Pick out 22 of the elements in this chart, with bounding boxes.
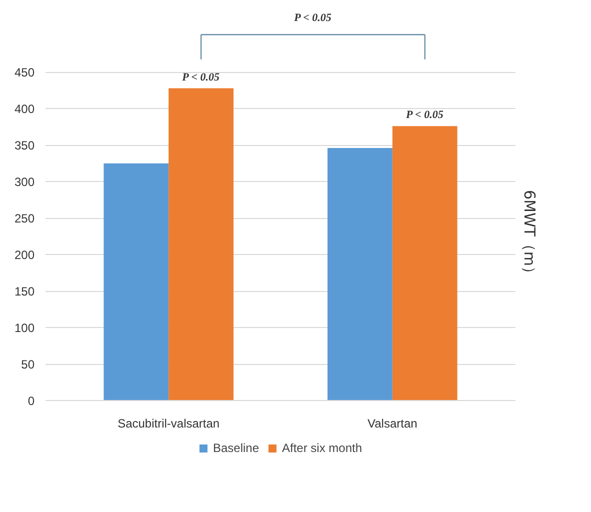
- y-tick-label: 450: [14, 66, 35, 80]
- y-tick-label: 250: [14, 212, 35, 226]
- bar: [328, 148, 392, 400]
- y-axis-title: 6MWT（m）: [520, 190, 538, 282]
- y-tick-label: 400: [14, 102, 35, 116]
- y-tick-label: 350: [14, 138, 35, 153]
- annotation: P < 0.05: [406, 109, 444, 122]
- text: P < 0.05: [294, 12, 332, 24]
- legend-label: After six month: [282, 441, 362, 455]
- y-tick-label: 0: [28, 394, 35, 408]
- y-tick-label: 50: [21, 358, 35, 372]
- annotation: P < 0.05: [182, 71, 220, 84]
- bar: [168, 88, 234, 400]
- x-tick-label: Sacubitril-valsartan: [118, 416, 220, 430]
- y-tick-label: 150: [14, 284, 35, 299]
- x-tick-label: Valsartan: [368, 416, 418, 430]
- bar: [392, 126, 458, 400]
- bar: [104, 163, 169, 400]
- y-tick-label: 200: [14, 248, 35, 262]
- legend-label: Baseline: [212, 441, 259, 455]
- y-tick-label: 100: [14, 321, 35, 336]
- y-tick-label: 300: [14, 175, 35, 190]
